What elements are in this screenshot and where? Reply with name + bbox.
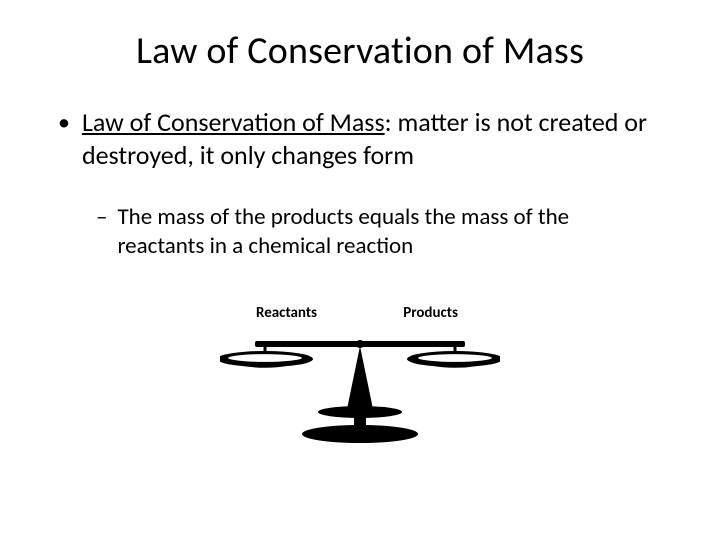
scale-right-label: Products: [403, 304, 458, 322]
bullet-dash: –: [96, 203, 107, 263]
page-title: Law of Conservation of Mass: [48, 28, 672, 74]
balance-scale-icon: [220, 304, 500, 454]
bullet-dot: •: [58, 108, 70, 173]
bullet-level-2: – The mass of the products equals the ma…: [96, 203, 652, 263]
scale-left-label: Reactants: [256, 304, 317, 322]
bullet-1-text: Law of Conservation of Mass: matter is n…: [82, 106, 672, 173]
balance-scale-figure: Reactants Products: [48, 304, 672, 454]
balance-scale: Reactants Products: [220, 304, 500, 454]
bullet-1-underlined: Law of Conservation of Mass: [82, 106, 385, 138]
bullet-level-1: • Law of Conservation of Mass: matter is…: [58, 106, 672, 173]
slide: Law of Conservation of Mass • Law of Con…: [0, 0, 720, 540]
bullet-2-text: The mass of the products equals the mass…: [117, 203, 652, 263]
